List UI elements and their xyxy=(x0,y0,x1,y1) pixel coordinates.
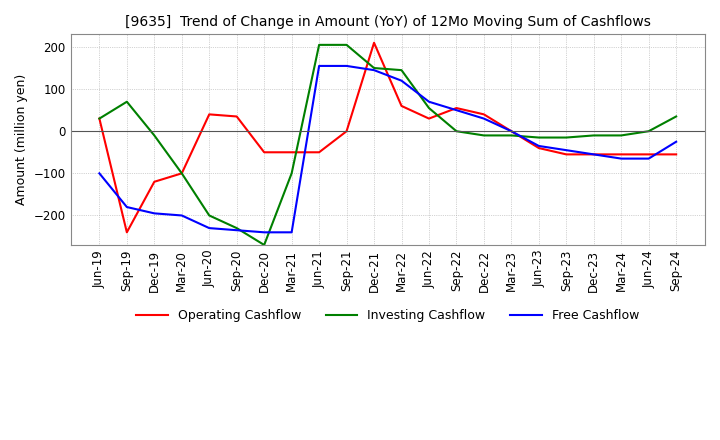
Investing Cashflow xyxy=(205,213,214,218)
Free Cashflow xyxy=(150,211,158,216)
Investing Cashflow xyxy=(562,135,571,140)
Investing Cashflow xyxy=(233,225,241,231)
Free Cashflow xyxy=(95,171,104,176)
Operating Cashflow xyxy=(534,146,543,151)
Investing Cashflow xyxy=(644,128,653,134)
Title: [9635]  Trend of Change in Amount (YoY) of 12Mo Moving Sum of Cashflows: [9635] Trend of Change in Amount (YoY) o… xyxy=(125,15,651,29)
Operating Cashflow xyxy=(233,114,241,119)
Free Cashflow xyxy=(233,227,241,233)
Free Cashflow xyxy=(562,147,571,153)
Operating Cashflow xyxy=(315,150,323,155)
Operating Cashflow xyxy=(122,230,131,235)
Investing Cashflow xyxy=(369,66,378,71)
Operating Cashflow xyxy=(562,152,571,157)
Investing Cashflow xyxy=(425,106,433,111)
Investing Cashflow xyxy=(672,114,680,119)
Y-axis label: Amount (million yen): Amount (million yen) xyxy=(15,74,28,205)
Operating Cashflow xyxy=(452,106,461,111)
Free Cashflow xyxy=(260,230,269,235)
Investing Cashflow xyxy=(617,133,626,138)
Free Cashflow xyxy=(480,116,488,121)
Operating Cashflow xyxy=(95,116,104,121)
Investing Cashflow xyxy=(480,133,488,138)
Operating Cashflow xyxy=(672,152,680,157)
Operating Cashflow xyxy=(177,171,186,176)
Operating Cashflow xyxy=(150,179,158,184)
Free Cashflow xyxy=(342,63,351,69)
Investing Cashflow xyxy=(177,171,186,176)
Free Cashflow xyxy=(425,99,433,104)
Free Cashflow xyxy=(617,156,626,161)
Free Cashflow xyxy=(369,67,378,73)
Legend: Operating Cashflow, Investing Cashflow, Free Cashflow: Operating Cashflow, Investing Cashflow, … xyxy=(132,304,644,327)
Investing Cashflow xyxy=(260,242,269,248)
Operating Cashflow xyxy=(425,116,433,121)
Investing Cashflow xyxy=(150,133,158,138)
Operating Cashflow xyxy=(369,40,378,45)
Operating Cashflow xyxy=(617,152,626,157)
Free Cashflow xyxy=(672,139,680,144)
Line: Investing Cashflow: Investing Cashflow xyxy=(99,45,676,245)
Free Cashflow xyxy=(534,143,543,149)
Investing Cashflow xyxy=(507,133,516,138)
Line: Operating Cashflow: Operating Cashflow xyxy=(99,43,676,232)
Investing Cashflow xyxy=(287,171,296,176)
Investing Cashflow xyxy=(397,67,406,73)
Investing Cashflow xyxy=(95,116,104,121)
Line: Free Cashflow: Free Cashflow xyxy=(99,66,676,232)
Investing Cashflow xyxy=(122,99,131,104)
Free Cashflow xyxy=(122,205,131,210)
Operating Cashflow xyxy=(260,150,269,155)
Operating Cashflow xyxy=(507,128,516,134)
Operating Cashflow xyxy=(342,128,351,134)
Operating Cashflow xyxy=(397,103,406,109)
Free Cashflow xyxy=(397,78,406,83)
Free Cashflow xyxy=(644,156,653,161)
Investing Cashflow xyxy=(315,42,323,48)
Free Cashflow xyxy=(287,230,296,235)
Investing Cashflow xyxy=(590,133,598,138)
Free Cashflow xyxy=(452,107,461,113)
Free Cashflow xyxy=(205,225,214,231)
Free Cashflow xyxy=(315,63,323,69)
Investing Cashflow xyxy=(342,42,351,48)
Operating Cashflow xyxy=(205,112,214,117)
Operating Cashflow xyxy=(644,152,653,157)
Investing Cashflow xyxy=(534,135,543,140)
Free Cashflow xyxy=(507,128,516,134)
Investing Cashflow xyxy=(452,128,461,134)
Operating Cashflow xyxy=(590,152,598,157)
Free Cashflow xyxy=(590,152,598,157)
Free Cashflow xyxy=(177,213,186,218)
Operating Cashflow xyxy=(287,150,296,155)
Operating Cashflow xyxy=(480,112,488,117)
